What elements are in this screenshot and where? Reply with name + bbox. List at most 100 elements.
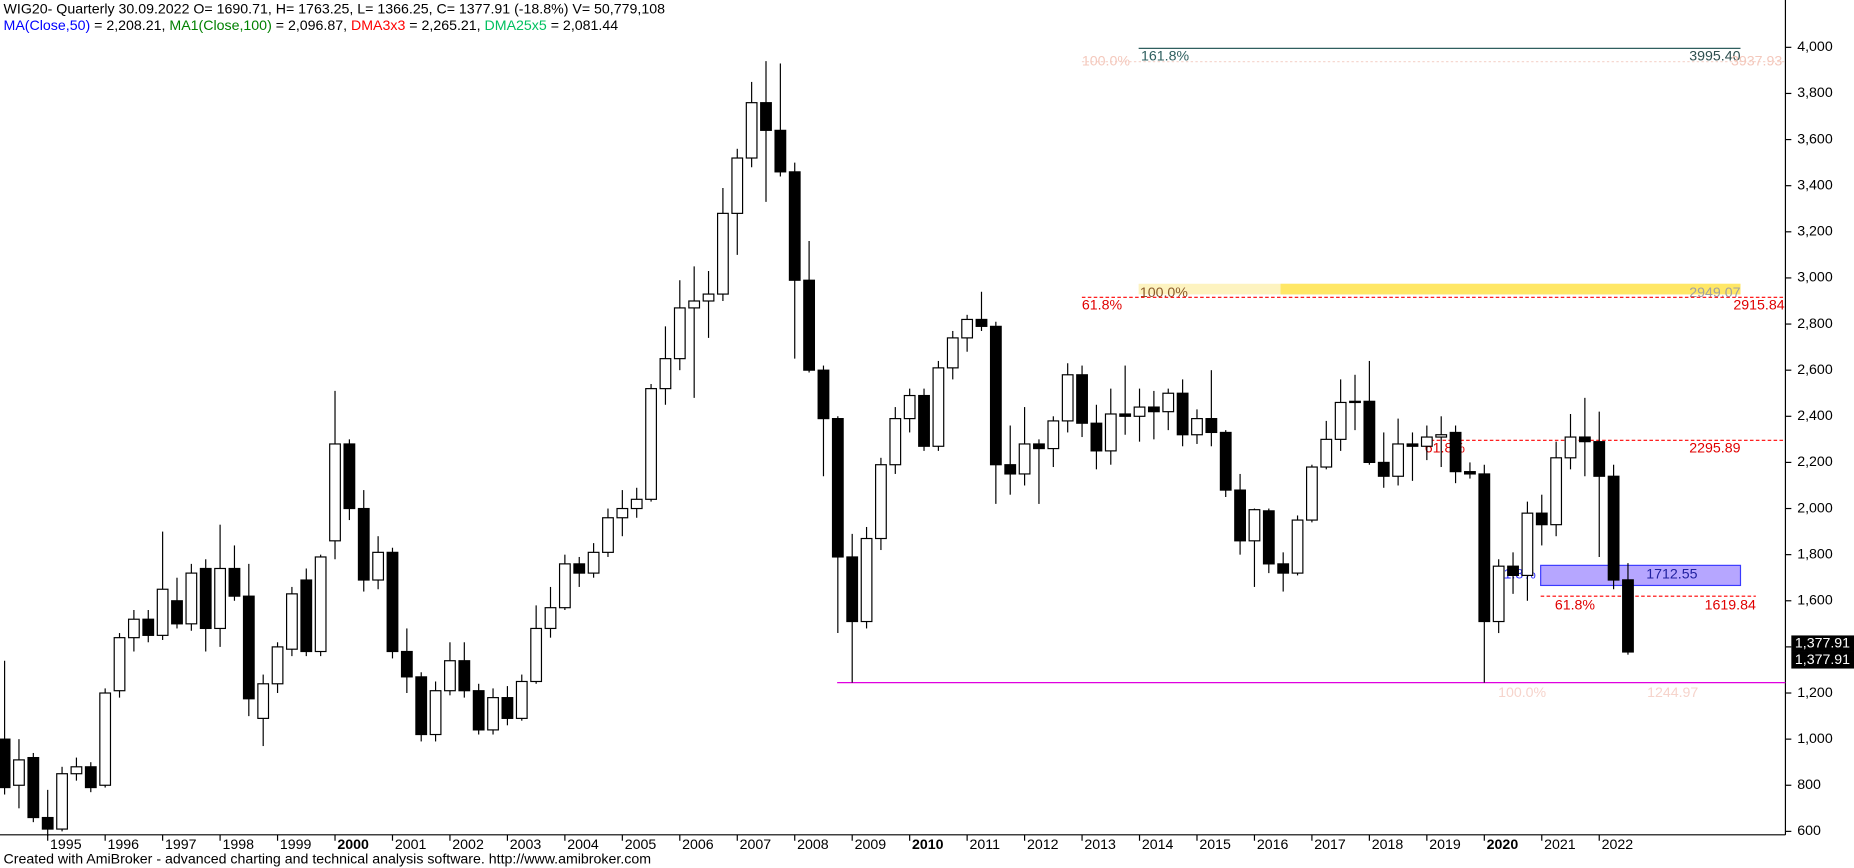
candle-body [1406, 443, 1419, 447]
fib-percent: 100.0% [1082, 53, 1130, 69]
candle-body [171, 600, 183, 625]
fib-percent: 100.0% [1498, 685, 1546, 701]
candle-body [1234, 489, 1246, 542]
fib-percent: 161.8% [1141, 48, 1189, 64]
candle-body [1133, 406, 1146, 417]
candle-body [429, 690, 442, 736]
candle-body [702, 293, 715, 302]
y-tick-label: 3,400 [1797, 177, 1833, 193]
x-tick-label: 2010 [912, 837, 944, 853]
candle-body [70, 766, 83, 775]
y-tick-label: 2,400 [1797, 408, 1833, 424]
candle-body [214, 567, 227, 630]
candle-body [99, 692, 112, 786]
candle-body [300, 579, 313, 653]
candle-body [946, 337, 959, 369]
x-tick-label: 2005 [625, 837, 657, 853]
candle-body [573, 563, 586, 574]
candle-body [1219, 431, 1232, 491]
candle-body [1162, 392, 1175, 413]
indicator-part: DMA25x5 [485, 18, 547, 34]
indicator-part: MA1(Close,100) [169, 18, 271, 34]
candle-body [989, 325, 1002, 466]
candle-body [1306, 466, 1318, 521]
candle-body [1622, 579, 1634, 653]
candle-body [472, 690, 485, 731]
candle-body [56, 773, 68, 830]
x-tick-label: 1997 [165, 837, 197, 853]
x-tick-label: 2011 [969, 837, 1000, 853]
x-tick-label: 2018 [1372, 837, 1404, 853]
candle-body [84, 766, 97, 789]
candle-body [1104, 413, 1117, 452]
fib-box [1540, 564, 1742, 587]
candle-body [1478, 473, 1491, 623]
x-tick-label: 2020 [1487, 837, 1519, 853]
candle-body [745, 102, 758, 159]
x-tick-label: 2014 [1142, 837, 1174, 853]
candle-body [1262, 510, 1275, 565]
x-tick-label: 2007 [740, 837, 772, 853]
candle-body [860, 537, 873, 623]
candle-body [1334, 401, 1347, 440]
candle-body [1205, 418, 1218, 434]
x-tick-label: 1999 [280, 837, 312, 853]
x-tick-label: 2019 [1429, 837, 1461, 853]
last-price-box [1791, 635, 1854, 652]
fib-percent: 61.8% [1555, 597, 1596, 613]
candle-body [329, 443, 341, 542]
x-tick-label: 2004 [567, 837, 599, 853]
candle-body [13, 759, 25, 786]
candle-body [415, 676, 428, 736]
candle-body [372, 551, 385, 581]
candle-body [1061, 374, 1074, 422]
candle-body [156, 588, 169, 636]
candle-body [1363, 400, 1376, 464]
candle-body [228, 567, 241, 597]
x-tick-label: 2006 [682, 837, 714, 853]
y-tick-label: 3,200 [1797, 224, 1833, 240]
x-tick-label: 2017 [1314, 837, 1346, 853]
y-tick-label: 3,800 [1797, 85, 1833, 101]
indicator-part: DMA3x3 [351, 18, 405, 34]
candle-body [1047, 420, 1060, 450]
candle-body [515, 680, 528, 719]
candle-body [1248, 509, 1261, 542]
y-tick-label: 2,600 [1797, 362, 1833, 378]
candle-body [1076, 374, 1088, 424]
candle-body [875, 464, 887, 540]
y-tick-label: 2,000 [1797, 500, 1833, 516]
x-tick-label: 1996 [108, 837, 140, 853]
candle-body [788, 171, 801, 281]
candle-body [673, 307, 686, 360]
candle-body [314, 556, 327, 653]
candle-body [1018, 443, 1031, 475]
candle-body [659, 358, 672, 390]
y-tick-label: 800 [1797, 777, 1821, 793]
x-tick-label: 1995 [50, 837, 82, 853]
x-tick-label: 2013 [1084, 837, 1116, 853]
candle-body [142, 618, 155, 636]
candle-body [760, 102, 772, 131]
y-tick-label: 1,800 [1797, 546, 1833, 562]
indicator-part: = 2,208.21, [90, 18, 169, 34]
candle-body [444, 660, 456, 692]
candle-body [1507, 565, 1519, 576]
candle-body [1320, 438, 1333, 468]
candle-body [286, 593, 298, 650]
candle-body [803, 279, 816, 371]
candle-body [458, 660, 471, 692]
candle-body [731, 157, 744, 214]
candle-body [487, 697, 499, 731]
x-tick-label: 2003 [510, 837, 542, 853]
fib-value-label: 2295.89 [1689, 440, 1740, 456]
chart-title: WIG20- Quarterly 30.09.2022 O= 1690.71, … [4, 1, 666, 17]
candle-body [199, 567, 212, 630]
fib-percent: 61.8% [1082, 297, 1123, 313]
candle-body [716, 212, 729, 295]
fib-value-label: 3995.40 [1689, 48, 1740, 64]
last-price-box [1791, 651, 1854, 669]
candle-body [831, 418, 844, 558]
candle-body [645, 388, 657, 500]
candle-body [530, 627, 543, 683]
